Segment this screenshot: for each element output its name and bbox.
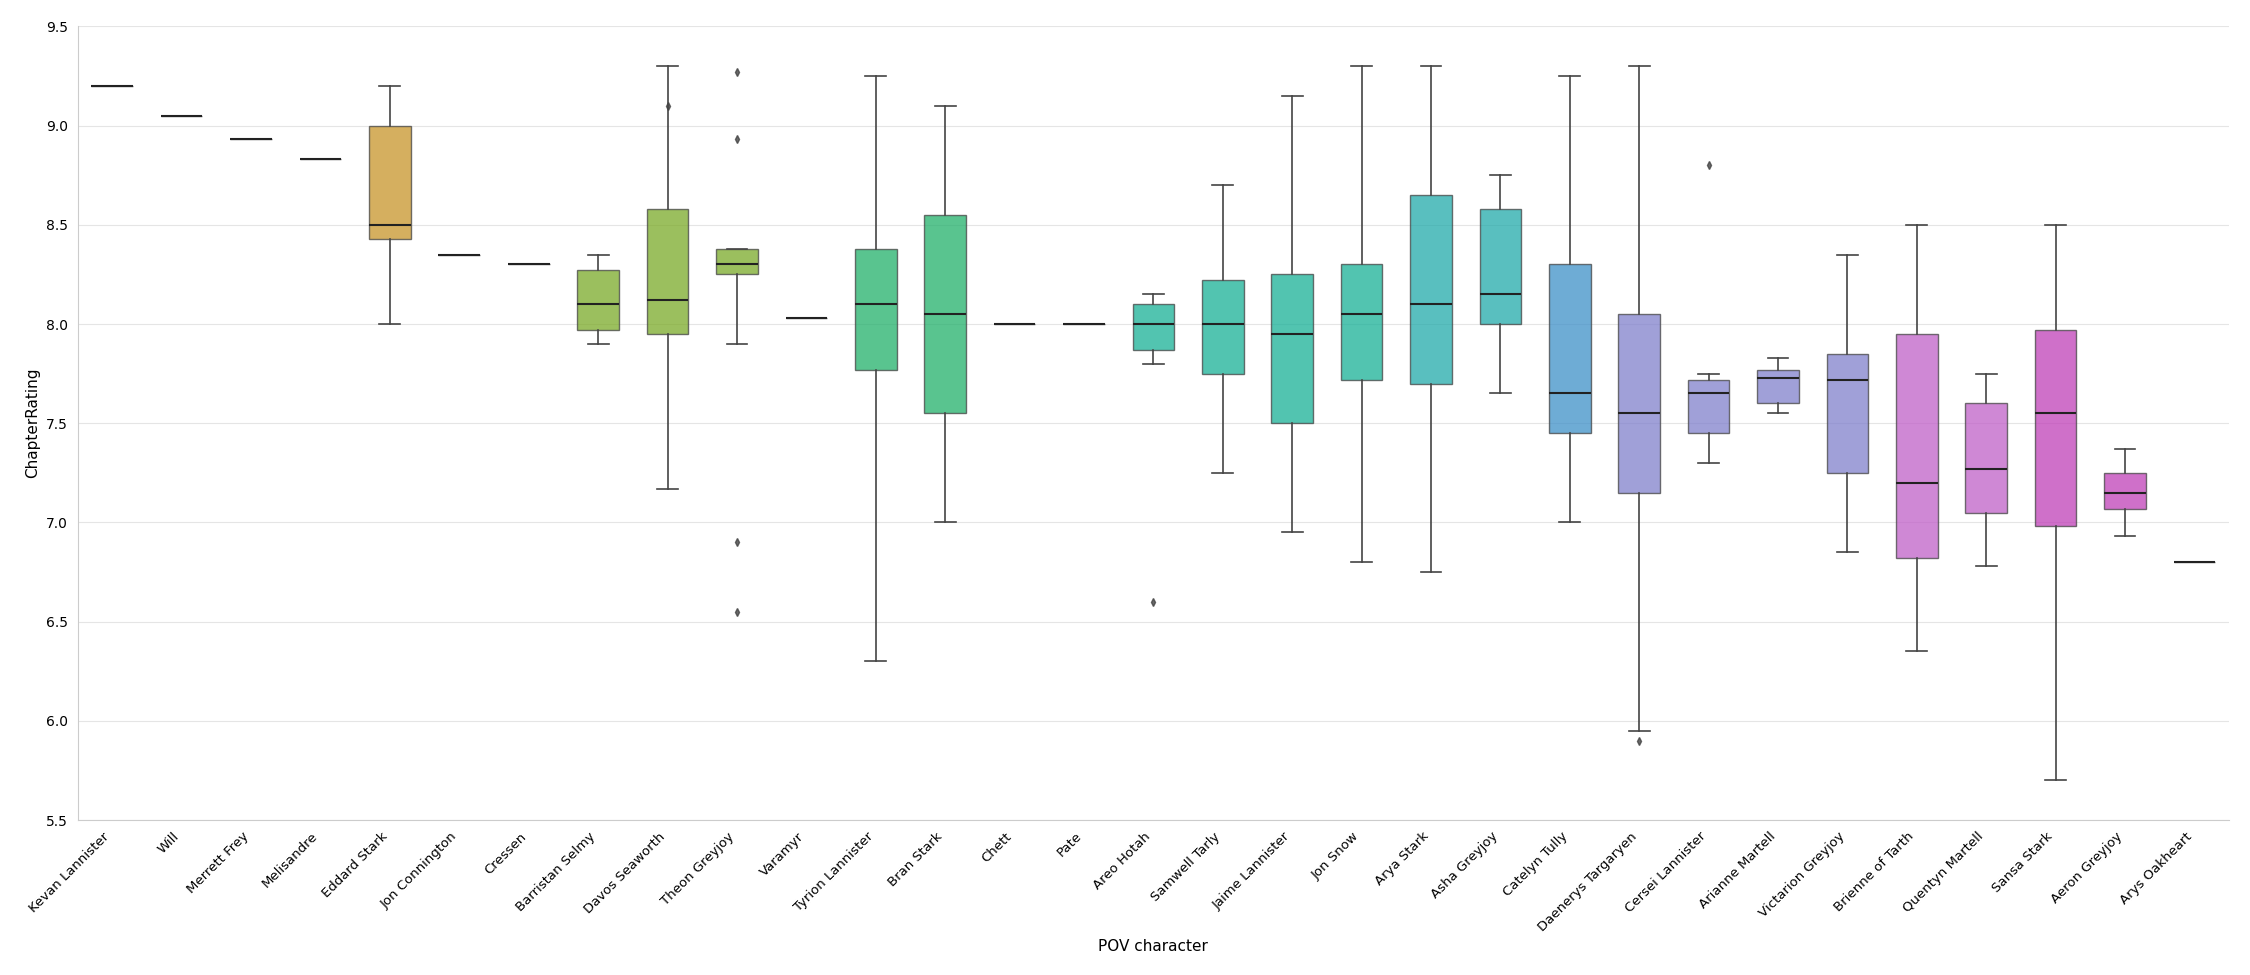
PathPatch shape bbox=[646, 209, 688, 333]
PathPatch shape bbox=[2104, 473, 2146, 509]
PathPatch shape bbox=[2034, 330, 2077, 526]
PathPatch shape bbox=[1411, 195, 1451, 383]
PathPatch shape bbox=[716, 249, 758, 274]
PathPatch shape bbox=[1827, 354, 1868, 473]
PathPatch shape bbox=[1480, 209, 1521, 324]
Y-axis label: ChapterRating: ChapterRating bbox=[25, 368, 40, 479]
PathPatch shape bbox=[1271, 274, 1314, 423]
PathPatch shape bbox=[855, 249, 896, 370]
PathPatch shape bbox=[1966, 404, 2007, 513]
PathPatch shape bbox=[1688, 379, 1730, 433]
PathPatch shape bbox=[1132, 304, 1174, 350]
PathPatch shape bbox=[1202, 281, 1244, 373]
PathPatch shape bbox=[1757, 370, 1798, 404]
PathPatch shape bbox=[1618, 314, 1660, 492]
PathPatch shape bbox=[369, 126, 412, 239]
PathPatch shape bbox=[1897, 333, 1937, 558]
PathPatch shape bbox=[1548, 264, 1591, 433]
PathPatch shape bbox=[578, 270, 619, 330]
X-axis label: POV character: POV character bbox=[1098, 939, 1208, 955]
PathPatch shape bbox=[1341, 264, 1382, 379]
PathPatch shape bbox=[925, 214, 965, 413]
